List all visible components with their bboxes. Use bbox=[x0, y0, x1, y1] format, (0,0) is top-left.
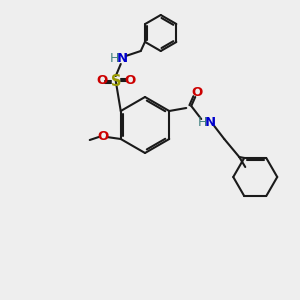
Text: O: O bbox=[192, 85, 203, 98]
Text: O: O bbox=[97, 130, 108, 142]
Text: N: N bbox=[205, 116, 216, 130]
Text: H: H bbox=[198, 116, 207, 130]
Text: S: S bbox=[110, 74, 121, 88]
Text: N: N bbox=[117, 52, 128, 64]
Text: H: H bbox=[110, 52, 119, 64]
Text: O: O bbox=[96, 74, 107, 88]
Text: O: O bbox=[124, 74, 135, 88]
